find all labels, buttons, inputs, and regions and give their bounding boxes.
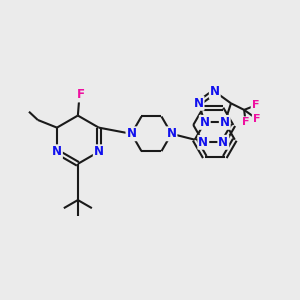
Text: N: N [94,145,104,158]
Text: N: N [210,85,220,98]
Text: N: N [218,136,228,149]
Text: N: N [127,127,136,140]
Text: N: N [220,116,230,129]
Text: F: F [253,114,260,124]
Text: N: N [194,97,204,110]
Text: N: N [198,136,208,149]
Text: N: N [167,127,176,140]
Text: F: F [77,88,85,101]
Text: N: N [52,145,62,158]
Text: N: N [200,116,210,129]
Text: F: F [252,100,259,110]
Text: F: F [242,117,249,127]
